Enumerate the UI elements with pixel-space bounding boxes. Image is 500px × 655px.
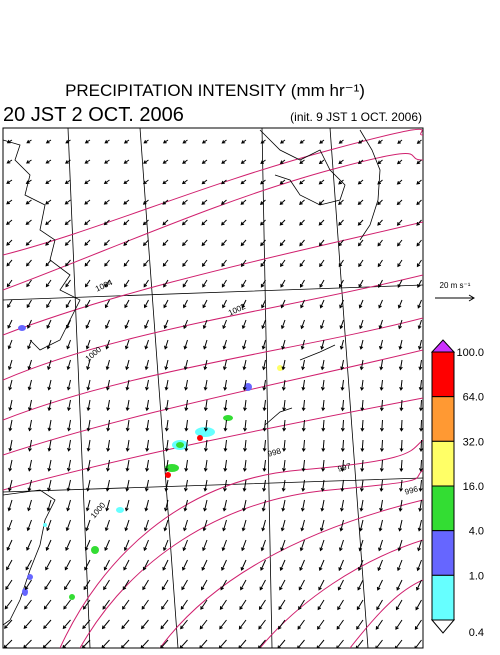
graticule (3, 128, 423, 648)
colorbar-over (430, 339, 456, 353)
colorbar-label: 0.4 (469, 627, 484, 639)
isobar-label: 997 (337, 461, 353, 473)
colorbar: 100.0 64.0 32.0 16.0 4.0 1.0 0.4 (430, 339, 484, 639)
colorbar-label: 32.0 (463, 436, 484, 448)
colorbar-label: 4.0 (469, 526, 484, 538)
title: PRECIPITATION INTENSITY (mm hr⁻¹) (65, 81, 365, 100)
wind-arrows (3, 139, 423, 648)
colorbar-label: 16.0 (463, 481, 484, 493)
colorbar-swatch (431, 485, 455, 532)
wind-arrow (3, 139, 423, 648)
colorbar-label: 64.0 (463, 392, 484, 404)
colorbar-swatch (431, 530, 455, 576)
init-time: (init. 9 JST 1 OCT. 2006) (290, 110, 422, 124)
colorbar-label: 100.0 (456, 347, 484, 359)
colorbar-swatch (431, 396, 455, 442)
wind-scale-arrow (435, 294, 475, 302)
colorbar-swatch (431, 351, 455, 398)
colorbar-label: 1.0 (469, 570, 484, 582)
isobars (3, 128, 423, 648)
isobar-label: 998 (267, 446, 283, 458)
colorbar-under (430, 619, 456, 634)
valid-time: 20 JST 2 OCT. 2006 (3, 104, 184, 126)
colorbar-swatch (431, 574, 455, 621)
wind-scale-label: 20 m s⁻¹ (440, 281, 471, 290)
coastlines (3, 129, 381, 626)
colorbar-swatch (431, 440, 455, 487)
precipitation (18, 325, 283, 600)
isobar-label: 996 (404, 484, 420, 496)
